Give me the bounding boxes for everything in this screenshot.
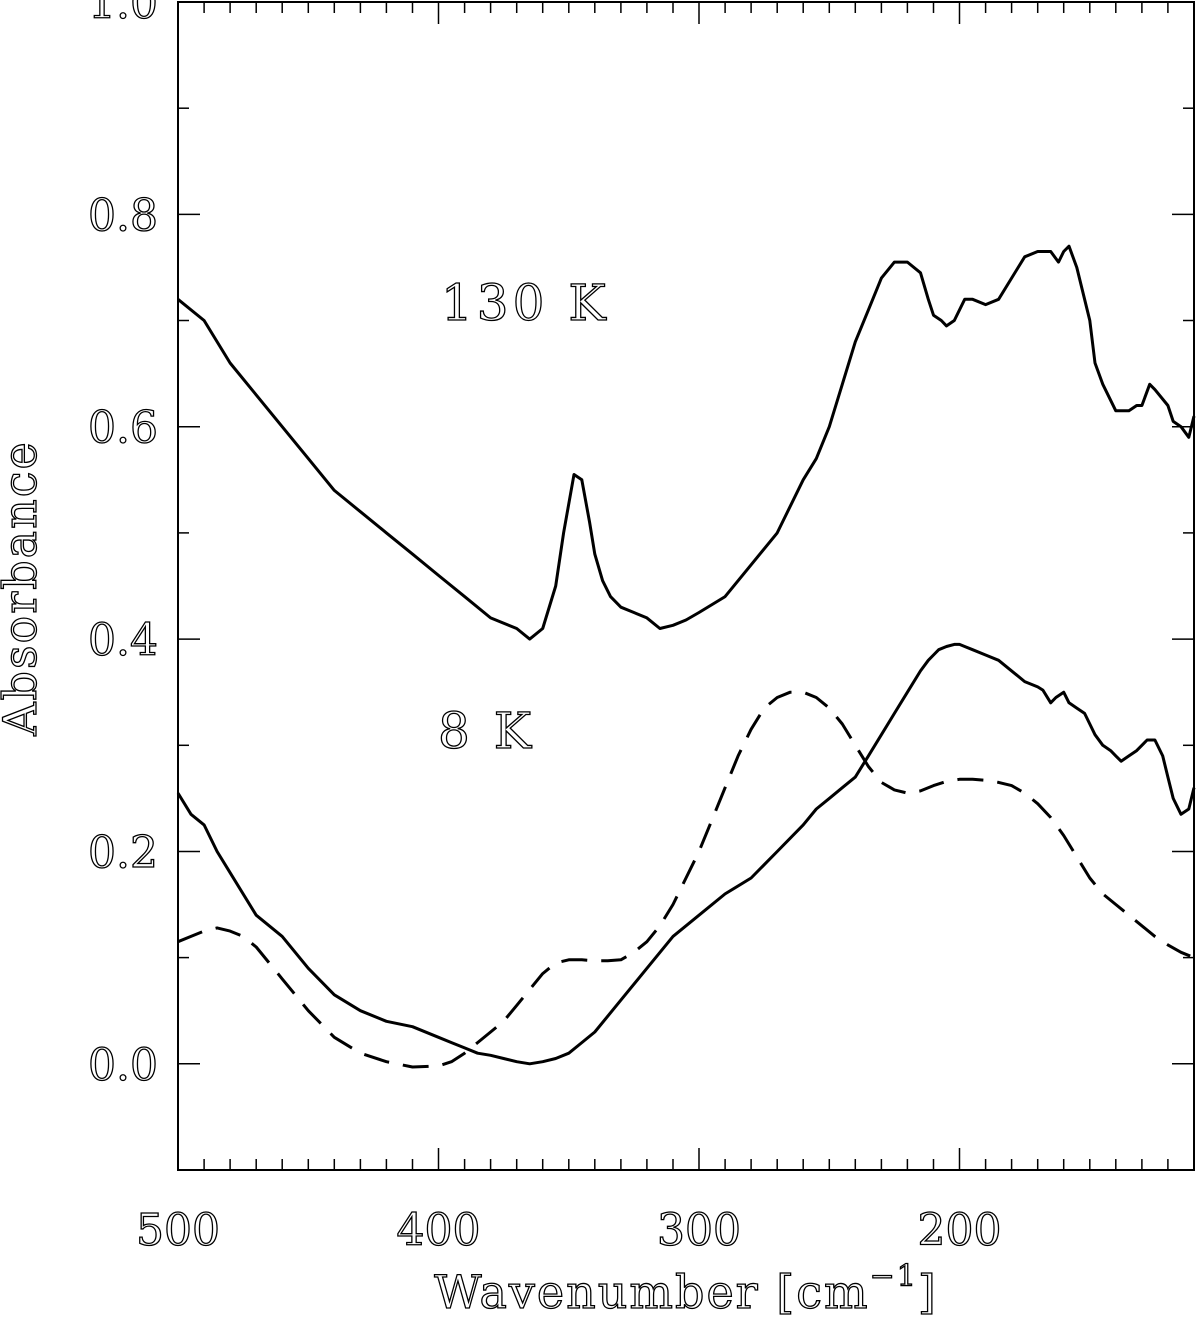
x-axis-label: Wavenumber [cm−1] (434, 1259, 938, 1319)
axis-ticks (177, 1, 1194, 1171)
series-layer (176, 244, 1196, 1069)
x-axis-label-superscript: −1 (870, 1259, 918, 1294)
plot-frame (177, 1, 1195, 1171)
x-axis-label-bracket: ] (918, 1265, 938, 1319)
x-tick-label: 200 (918, 1205, 1002, 1256)
y-axis-label: Absorbance (0, 440, 47, 736)
y-tick-label: 0.8 (88, 190, 158, 241)
x-tick-labels: 500 400 300 200 (135, 1204, 1002, 1256)
series-line-3 (177, 690, 1195, 1069)
annotation-130k: 130 K (441, 274, 610, 332)
x-tick-label: 300 (657, 1205, 741, 1256)
y-tick-label: 1.0 (88, 0, 158, 29)
x-tick-label: 400 (397, 1205, 481, 1256)
y-tick-label: 0.2 (88, 828, 158, 879)
series-line-2 (176, 642, 1196, 1066)
series-line-1 (177, 244, 1196, 641)
y-tick-labels: 0.0 0.2 0.4 0.6 0.8 1.0 (87, 0, 158, 1091)
y-tick-label: 0.0 (88, 1040, 158, 1091)
y-tick-label: 0.4 (88, 615, 158, 666)
annotation-8k: 8 K (438, 702, 535, 760)
x-axis-label-text: Wavenumber [cm (434, 1265, 869, 1319)
y-tick-label: 0.6 (88, 403, 158, 454)
x-tick-label: 500 (136, 1205, 220, 1256)
